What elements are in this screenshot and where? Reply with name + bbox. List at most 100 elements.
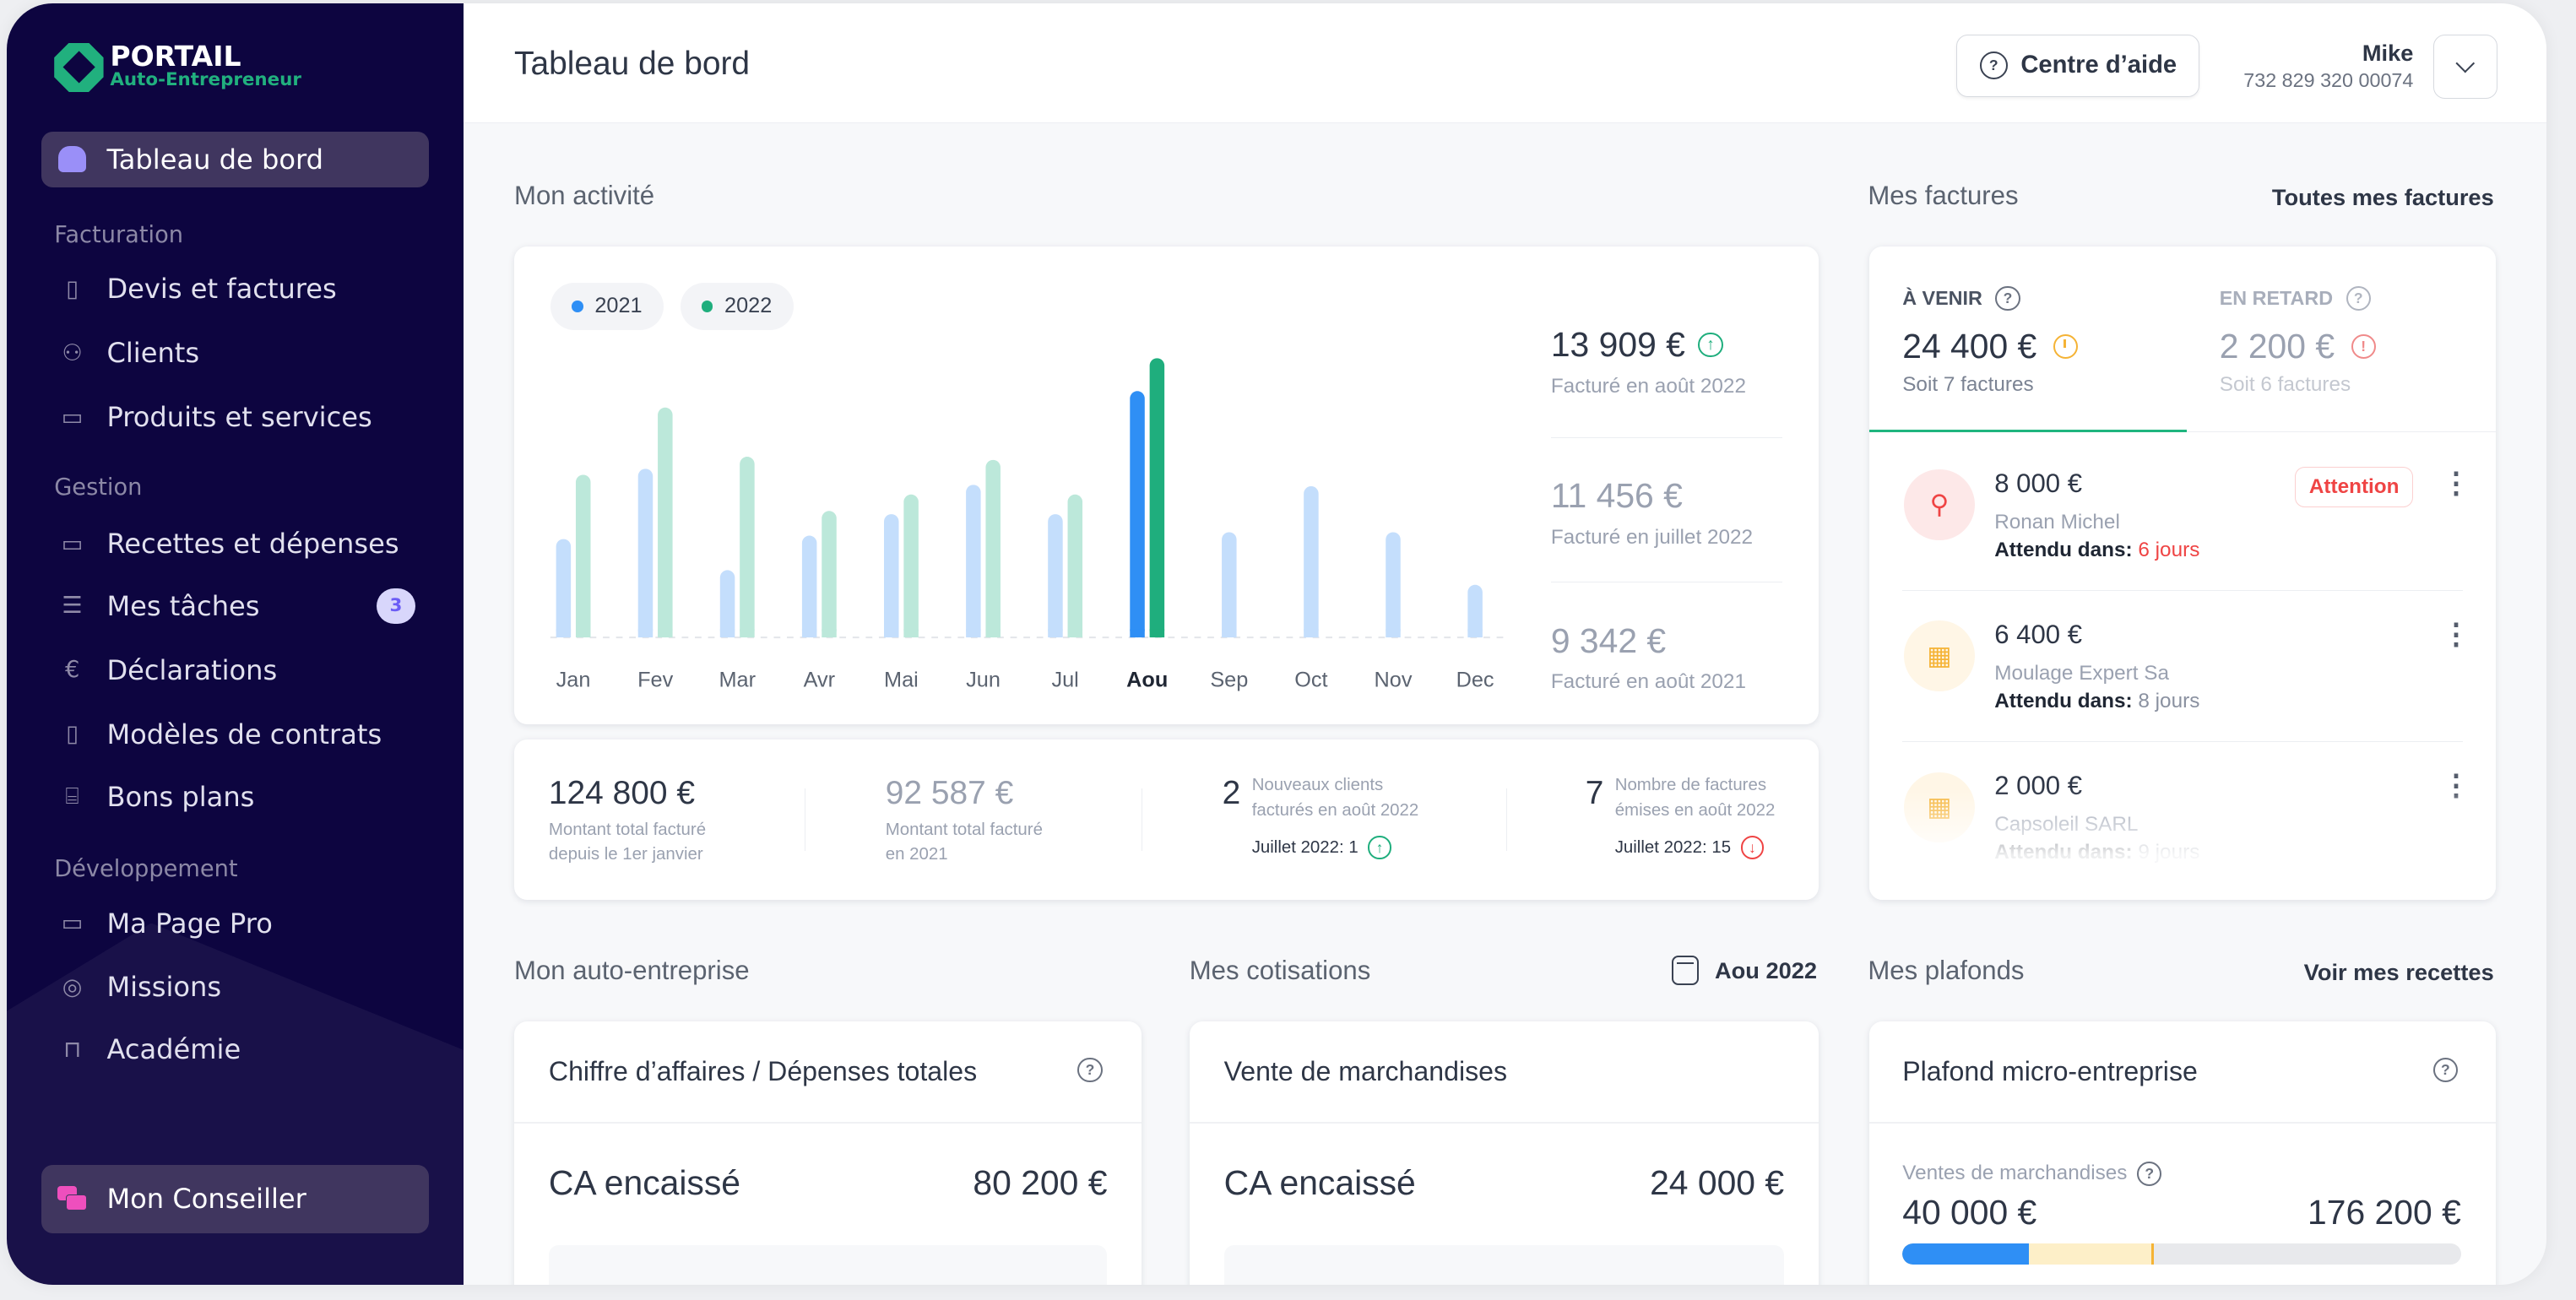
legend-2021[interactable]: 2021 xyxy=(550,282,664,331)
laptop-icon: ▭ xyxy=(61,910,84,937)
bar-base xyxy=(1304,629,1319,637)
building-icon: ▦ xyxy=(1904,620,1975,692)
more-options-icon[interactable]: ⋮ xyxy=(2441,466,2471,500)
bar-base xyxy=(801,629,817,637)
logo-name: PORTAIL xyxy=(110,39,241,73)
bar-2021-Aou[interactable] xyxy=(1130,391,1145,637)
card-title: Chiffre d’affaires / Dépenses totales xyxy=(548,1056,978,1087)
bar-base xyxy=(884,629,899,637)
revenue-value: 80 200 € xyxy=(973,1162,1108,1202)
ceiling-max: 176 200 € xyxy=(2308,1192,2461,1232)
sidebar-item-clients[interactable]: ⚇ Clients xyxy=(41,325,429,381)
sidebar-item-mes-taches[interactable]: ☰ Mes tâches 3 xyxy=(41,578,429,634)
bar-2021-Sep[interactable] xyxy=(1222,532,1237,637)
sidebar-item-modeles-de-contrats[interactable]: ▯ Modèles de contrats xyxy=(41,707,429,762)
bar-2021-Jan[interactable] xyxy=(556,539,572,637)
bar-base xyxy=(985,629,1001,637)
question-icon[interactable]: ? xyxy=(1077,1058,1103,1083)
stat-label: Nombre de factures xyxy=(1614,776,1767,795)
stat-compare: Juillet 2022: 15 xyxy=(1614,837,1732,857)
sidebar-item-declarations[interactable]: € Déclarations xyxy=(41,642,429,698)
legend-dot-icon xyxy=(701,301,713,312)
legend-2022[interactable]: 2022 xyxy=(680,282,794,331)
fade-overlay xyxy=(1869,788,2496,901)
more-options-icon[interactable]: ⋮ xyxy=(2441,617,2471,651)
progress-current xyxy=(1902,1243,2030,1265)
period-selector[interactable]: Aou 2022 xyxy=(1672,956,1817,986)
stat-label: Montant total facturé xyxy=(548,820,707,839)
bar-2022-Jun[interactable] xyxy=(985,459,1001,637)
bar-2021-Fev[interactable] xyxy=(637,469,653,637)
bar-2021-Jun[interactable] xyxy=(966,485,981,637)
sidebar-item-label: Bons plans xyxy=(106,780,255,813)
x-tick-label: Avr xyxy=(804,668,835,691)
bar-2021-Oct[interactable] xyxy=(1304,485,1319,637)
section-title-activity: Mon activité xyxy=(514,181,655,211)
sidebar-item-label: Recettes et dépenses xyxy=(106,528,399,561)
bar-2022-Aou[interactable] xyxy=(1149,358,1165,637)
sidebar-item-mon-conseiller[interactable]: Mon Conseiller xyxy=(41,1164,429,1234)
bar-2022-Jan[interactable] xyxy=(575,474,591,637)
bar-2021-Avr[interactable] xyxy=(801,535,817,637)
logo-mark-icon xyxy=(54,42,104,92)
divider xyxy=(1902,740,2463,742)
tab-overdue[interactable]: EN RETARD? 2 200 €! Soit 6 factures xyxy=(2186,246,2496,432)
tab-upcoming[interactable]: À VENIR? 24 400 € Soit 7 factures xyxy=(1869,246,2187,432)
bar-2022-Mar[interactable] xyxy=(740,456,755,637)
bar-2022-Jul[interactable] xyxy=(1067,494,1083,637)
help-center-button[interactable]: ? Centre d’aide xyxy=(1956,34,2200,97)
sidebar-item-label: Tableau de bord xyxy=(106,143,323,176)
legend-label: 2022 xyxy=(724,294,773,318)
x-tick-label: Oct xyxy=(1294,668,1327,691)
sidebar-item-produits-et-services[interactable]: ▭ Produits et services xyxy=(41,389,429,445)
stat-label: en 2021 xyxy=(885,845,948,864)
sidebar-item-bons-plans[interactable]: ⌸ Bons plans xyxy=(41,769,429,825)
due-label: Attendu dans: xyxy=(1994,690,2133,713)
bar-2022-Fev[interactable] xyxy=(658,407,673,637)
divider xyxy=(1189,1121,1819,1124)
all-invoices-link[interactable]: Toutes mes factures xyxy=(2271,183,2494,210)
bar-2022-Mai[interactable] xyxy=(903,494,919,637)
bar-2022-Avr[interactable] xyxy=(822,511,837,637)
due-label: Attendu dans: xyxy=(1994,539,2133,562)
invoice-item[interactable]: ⚲ 8 000 € Ronan Michel Attendu dans: 6 j… xyxy=(1869,462,2495,613)
stat-label: Montant total facturé xyxy=(885,820,1043,839)
see-revenues-link[interactable]: Voir mes recettes xyxy=(2303,959,2494,986)
sidebar-item-label: Mes tâches xyxy=(106,589,260,622)
card-title: Vente de marchandises xyxy=(1223,1056,1508,1087)
sidebar-item-tableau-de-bord[interactable]: Tableau de bord xyxy=(41,131,429,187)
invoice-item[interactable]: ▦ 6 400 € Moulage Expert Sa Attendu dans… xyxy=(1869,613,2495,764)
user-menu-dropdown[interactable] xyxy=(2432,34,2497,99)
question-icon[interactable]: ? xyxy=(2137,1161,2162,1186)
sidebar-item-recettes-et-depenses[interactable]: ▭ Recettes et dépenses xyxy=(41,516,429,571)
sidebar-item-academie[interactable]: ⊓ Académie xyxy=(41,1021,429,1077)
sidebar-item-label: Modèles de contrats xyxy=(106,718,382,750)
bar-base xyxy=(740,629,755,637)
bar-2021-Dec[interactable] xyxy=(1467,584,1483,637)
bar-2021-Mar[interactable] xyxy=(719,570,735,637)
bar-base xyxy=(966,629,981,637)
tab-amount: 24 400 € xyxy=(1902,327,2037,366)
arrow-up-circle-icon: ↑ xyxy=(1698,333,1723,358)
contract-icon: ▯ xyxy=(66,721,79,748)
sidebar-item-devis-et-factures[interactable]: ▯ Devis et factures xyxy=(41,261,429,317)
bar-base xyxy=(719,629,735,637)
sidebar-item-ma-page-pro[interactable]: ▭ Ma Page Pro xyxy=(41,895,429,951)
sidebar-item-label: Produits et services xyxy=(106,401,372,434)
section-title-contributions: Mes cotisations xyxy=(1189,956,1371,986)
ceiling-progress-bar xyxy=(1902,1243,2461,1265)
alert-circle-icon: ! xyxy=(2351,334,2376,360)
legend-label: 2021 xyxy=(594,294,643,318)
tab-label: EN RETARD xyxy=(2219,286,2334,309)
bar-2021-Jul[interactable] xyxy=(1048,513,1063,637)
sidebar-item-missions[interactable]: ◎ Missions xyxy=(41,959,429,1015)
bar-2021-Mai[interactable] xyxy=(884,513,899,637)
bar-2021-Nov[interactable] xyxy=(1386,532,1401,637)
revenue-label: CA encaissé xyxy=(1223,1162,1416,1202)
question-icon[interactable]: ? xyxy=(2432,1058,2458,1083)
x-tick-label: Fev xyxy=(637,668,674,691)
details-panel xyxy=(1223,1244,1785,1285)
ticket-icon: ⌸ xyxy=(65,783,79,810)
kpi-label: Facturé en août 2022 xyxy=(1550,374,1746,398)
card-title: Plafond micro-entreprise xyxy=(1902,1056,2198,1087)
